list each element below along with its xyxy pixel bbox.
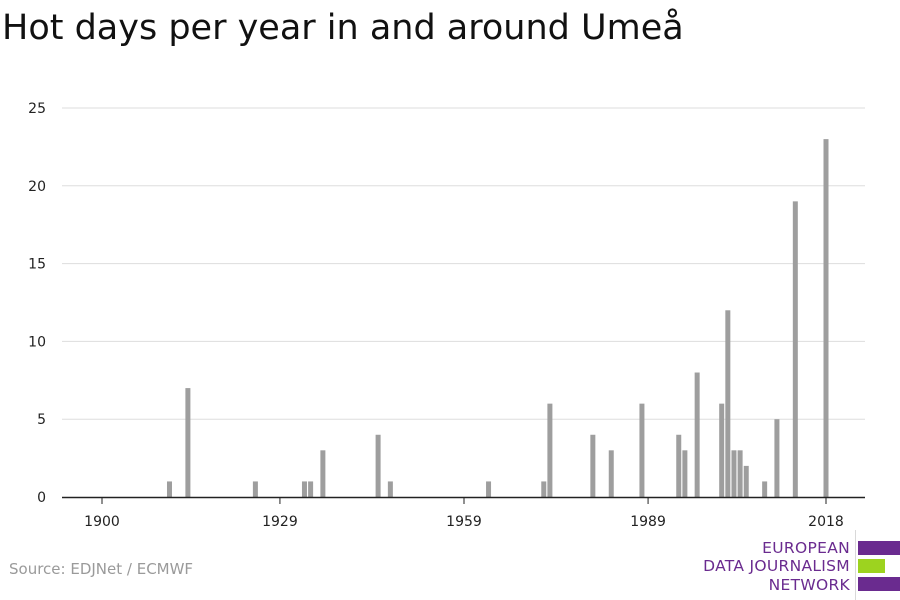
- bar: [308, 481, 314, 497]
- bar: [743, 465, 749, 497]
- bar: [694, 372, 700, 497]
- bar: [301, 481, 307, 497]
- bar: [375, 434, 381, 497]
- bar: [774, 419, 780, 497]
- logo-line-european: EUROPEAN: [762, 539, 850, 557]
- x-tick-label: 1900: [84, 514, 120, 530]
- bar: [682, 450, 688, 497]
- bar: [590, 434, 596, 497]
- bar: [731, 450, 737, 497]
- y-tick-label: 25: [28, 101, 46, 117]
- logo-bar-bottom: [858, 577, 900, 591]
- x-tick-label: 2018: [808, 514, 844, 530]
- bar: [486, 481, 492, 497]
- x-tick-label: 1929: [262, 514, 298, 530]
- bar: [541, 481, 547, 497]
- axes: 0 5 10 15 20 25 1900 1929 1959 1989 2018: [28, 101, 865, 530]
- y-tick-label: 10: [28, 334, 46, 350]
- logo-line-network: NETWORK: [768, 576, 850, 594]
- x-tick-label: 1989: [630, 514, 666, 530]
- logo-bar-top: [858, 541, 900, 555]
- chart-title: Hot days per year in and around Umeå: [2, 8, 684, 48]
- bar: [762, 481, 768, 497]
- x-tick-label: 1959: [446, 514, 482, 530]
- bar: [608, 450, 614, 497]
- bars: [166, 139, 829, 498]
- bar: [387, 481, 393, 497]
- bar: [676, 434, 682, 497]
- gridlines: [62, 107, 865, 420]
- logo-bar-middle: [858, 559, 885, 573]
- bar: [547, 403, 553, 497]
- bar: [252, 481, 258, 497]
- logo-line-data-journalism: DATA JOURNALISM: [703, 557, 850, 575]
- source-note: Source: EDJNet / ECMWF: [9, 560, 194, 578]
- bar: [639, 403, 645, 497]
- bar: [725, 310, 731, 497]
- bar: [320, 450, 326, 497]
- y-tick-label: 20: [28, 179, 46, 195]
- y-tick-label: 5: [37, 412, 46, 428]
- y-tick-label: 15: [28, 257, 46, 273]
- bar: [823, 139, 829, 497]
- bar: [719, 403, 725, 497]
- logo-divider: [855, 530, 856, 600]
- bar: [166, 481, 172, 497]
- bar: [737, 450, 743, 497]
- y-tick-label: 0: [37, 490, 46, 506]
- edjnet-logo: EUROPEAN DATA JOURNALISM NETWORK: [700, 530, 900, 600]
- bar: [185, 388, 191, 497]
- bar: [792, 201, 798, 498]
